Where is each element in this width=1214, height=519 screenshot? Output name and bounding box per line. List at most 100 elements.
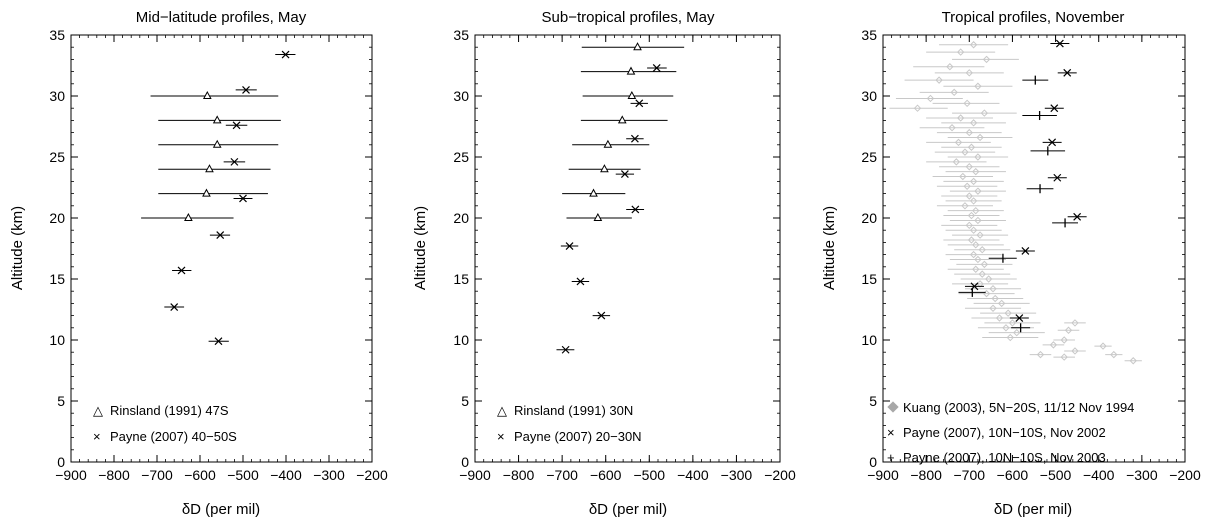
- data-point: [202, 188, 211, 197]
- data-point: [974, 216, 982, 225]
- data-point: [961, 202, 969, 210]
- data-point: [1053, 173, 1062, 182]
- legend-label: Payne (2007), 10N−10S, Nov 2002: [903, 425, 1106, 440]
- data-point: [170, 303, 179, 311]
- data-point: [633, 42, 642, 51]
- x-tick-label: −200: [764, 467, 796, 483]
- data-point: [597, 311, 606, 320]
- data-point: [969, 177, 978, 186]
- data-point: [926, 94, 935, 103]
- y-tick-label: 5: [461, 393, 469, 409]
- data-point: [967, 211, 976, 220]
- data-point: [965, 163, 973, 171]
- plot-area: −900 −800 −700 −600 −500 −400 −300 −200 0 5 10 15 20…: [49, 27, 388, 483]
- y-tick-label: 35: [453, 27, 469, 43]
- data-point: [1002, 324, 1010, 332]
- y-tick-label: 5: [869, 393, 877, 409]
- data-point: [1060, 336, 1068, 344]
- legend-marker-x: ×: [497, 429, 505, 444]
- data-point: [239, 194, 247, 203]
- data-point: [1055, 39, 1064, 48]
- data-point: [1064, 326, 1073, 334]
- plot-frame: [882, 34, 1186, 463]
- data-point: [989, 304, 997, 312]
- data-point: [976, 231, 984, 239]
- data-point: [976, 280, 984, 288]
- legend-label: Rinsland (1991) 30N: [514, 403, 633, 418]
- data-point: [1015, 314, 1024, 322]
- data-point: [1006, 333, 1014, 342]
- x-axis-label: δD (per mil): [589, 501, 667, 518]
- y-axis-label: Altitude (km): [821, 206, 838, 290]
- data-point: [1071, 347, 1079, 355]
- legend-label: Payne (2007), 10N−10S, Nov 2003: [903, 450, 1106, 465]
- data-point: [980, 260, 989, 269]
- data-point: [216, 231, 225, 240]
- x-tick-label: −600: [184, 467, 216, 483]
- data-point: [965, 221, 973, 230]
- x-tick-label: −900: [459, 467, 491, 483]
- data-point: [1049, 341, 1058, 349]
- data-point: [980, 109, 989, 117]
- y-tick-label: 10: [453, 332, 469, 348]
- x-tick-label: −200: [356, 467, 388, 483]
- data-point: [652, 64, 661, 72]
- legend-marker-triangle: △: [497, 403, 507, 418]
- data-point: [561, 345, 570, 354]
- data-layer: [889, 39, 1142, 365]
- legend-marker-triangle: △: [93, 403, 103, 418]
- data-point: [1004, 309, 1012, 317]
- x-tick-label: −400: [677, 467, 709, 483]
- data-point: [281, 50, 290, 59]
- data-point: [978, 270, 986, 278]
- legend-label: Payne (2007) 40−50S: [110, 429, 237, 444]
- data-point: [978, 246, 986, 254]
- y-tick-label: 20: [861, 210, 877, 226]
- y-axis-label: Altitude (km): [9, 206, 26, 290]
- legend: △ Rinsland (1991) 47S × Payne (2007) 40−…: [93, 403, 237, 444]
- y-tick-label: 15: [453, 271, 469, 287]
- x-tick-label: −500: [227, 467, 259, 483]
- chart-title: Tropical profiles, November: [942, 9, 1125, 26]
- data-point: [989, 285, 997, 293]
- y-tick-label: 25: [49, 149, 65, 165]
- data-point: [212, 115, 222, 124]
- legend-label: Rinsland (1991) 47S: [110, 403, 229, 418]
- data-point: [589, 188, 598, 197]
- series-x: [164, 50, 296, 346]
- data-point: [630, 134, 639, 143]
- data-point: [232, 121, 241, 130]
- data-point: [935, 76, 943, 84]
- data-point: [620, 170, 629, 179]
- data-point: [969, 119, 978, 127]
- x-tick-label: −900: [55, 467, 87, 483]
- y-tick-label: 10: [49, 332, 65, 348]
- data-point: [627, 90, 637, 99]
- y-tick-label: 0: [461, 454, 469, 470]
- y-tick-label: 5: [57, 393, 65, 409]
- y-tick-label: 30: [453, 88, 469, 104]
- data-point: [600, 164, 609, 173]
- legend-label: Kuang (2003), 5N−20S, 11/12 Nov 1994: [903, 400, 1134, 415]
- data-point: [974, 255, 982, 264]
- x-tick-label: −800: [910, 467, 942, 483]
- data-point: [995, 314, 1004, 322]
- data-point: [212, 139, 222, 148]
- legend-marker-x: ×: [93, 429, 101, 444]
- data-point: [626, 66, 636, 75]
- y-tick-label: 35: [49, 27, 65, 43]
- data-point: [967, 143, 976, 151]
- panel-tropical: Tropical profiles, November δD (per mil)…: [821, 9, 1201, 518]
- data-point: [1063, 68, 1072, 77]
- x-tick-label: −400: [270, 467, 302, 483]
- data-point: [969, 41, 978, 49]
- data-point: [982, 55, 991, 64]
- x-tick-label: −800: [98, 467, 130, 483]
- y-tick-label: 0: [57, 454, 65, 470]
- data-point: [1048, 138, 1057, 147]
- data-point: [1099, 342, 1107, 350]
- data-point: [974, 187, 982, 195]
- data-point: [1008, 319, 1017, 327]
- data-point: [959, 172, 967, 181]
- chart-title: Mid−latitude profiles, May: [136, 9, 307, 26]
